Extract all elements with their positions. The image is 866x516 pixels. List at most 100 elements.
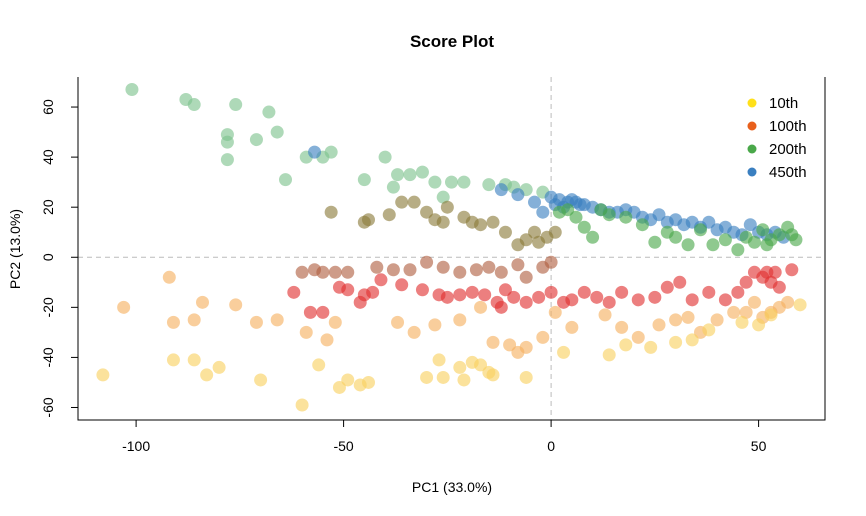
data-point bbox=[507, 290, 521, 304]
data-point bbox=[739, 305, 753, 319]
data-point bbox=[420, 370, 434, 384]
data-point bbox=[519, 270, 533, 284]
data-point bbox=[457, 175, 471, 189]
data-point bbox=[747, 295, 761, 309]
data-point bbox=[341, 265, 355, 279]
data-point bbox=[249, 315, 263, 329]
data-point bbox=[519, 370, 533, 384]
data-point bbox=[299, 325, 313, 339]
x-tick-label: 50 bbox=[751, 438, 767, 454]
data-point bbox=[602, 208, 616, 222]
data-point bbox=[685, 293, 699, 307]
data-point bbox=[366, 285, 380, 299]
data-point bbox=[764, 308, 778, 322]
data-point bbox=[743, 218, 757, 232]
data-point bbox=[403, 263, 417, 277]
y-tick-label: 40 bbox=[40, 149, 56, 165]
data-point bbox=[407, 325, 421, 339]
data-point bbox=[212, 360, 226, 374]
data-point bbox=[162, 270, 176, 284]
legend-label: 450th bbox=[769, 164, 807, 181]
data-point bbox=[494, 300, 508, 314]
data-point bbox=[420, 255, 434, 269]
data-point bbox=[328, 315, 342, 329]
data-point bbox=[498, 283, 512, 297]
data-point bbox=[328, 265, 342, 279]
data-point bbox=[308, 145, 322, 159]
data-point bbox=[718, 233, 732, 247]
legend-marker bbox=[747, 144, 757, 154]
data-point bbox=[768, 265, 782, 279]
data-point bbox=[362, 213, 375, 227]
reference-lines bbox=[78, 77, 825, 420]
data-point bbox=[229, 298, 243, 312]
data-point bbox=[548, 305, 562, 319]
data-point bbox=[598, 308, 612, 322]
data-point bbox=[669, 335, 683, 349]
data-point bbox=[453, 360, 467, 374]
data-points bbox=[96, 83, 807, 412]
data-point bbox=[440, 290, 454, 304]
y-tick-label: -20 bbox=[40, 297, 56, 317]
data-point bbox=[362, 375, 375, 389]
data-point bbox=[710, 313, 724, 327]
data-point bbox=[528, 195, 541, 209]
data-point bbox=[386, 263, 400, 277]
data-point bbox=[685, 333, 699, 347]
legend-label: 200th bbox=[769, 141, 807, 158]
data-point bbox=[785, 263, 799, 277]
x-axis-label: PC1 (33.0%) bbox=[412, 479, 492, 495]
data-point bbox=[718, 293, 732, 307]
data-point bbox=[747, 235, 761, 249]
data-point bbox=[652, 318, 666, 332]
data-point bbox=[316, 305, 330, 319]
data-point bbox=[739, 275, 753, 289]
legend-label: 10th bbox=[769, 95, 798, 112]
data-point bbox=[635, 218, 649, 232]
data-point bbox=[332, 380, 346, 394]
data-point bbox=[357, 173, 371, 187]
plot-frame bbox=[77, 77, 826, 421]
data-point bbox=[731, 285, 745, 299]
data-point bbox=[772, 228, 786, 242]
data-point bbox=[536, 330, 550, 344]
data-point bbox=[474, 218, 488, 232]
data-point bbox=[789, 233, 803, 247]
x-tick-label: 0 bbox=[547, 438, 555, 454]
axes: -100 -50 0 50 -60 -40 -20 0 20 40 60 bbox=[40, 77, 826, 454]
y-tick-label: -40 bbox=[40, 347, 56, 367]
data-point bbox=[644, 340, 658, 354]
data-point bbox=[382, 208, 396, 222]
data-point bbox=[457, 373, 471, 387]
data-point bbox=[482, 260, 496, 274]
legend-marker bbox=[747, 167, 757, 177]
data-point bbox=[117, 300, 131, 314]
data-point bbox=[569, 210, 583, 224]
data-point bbox=[220, 135, 234, 149]
data-point bbox=[565, 293, 579, 307]
data-point bbox=[220, 153, 234, 167]
data-point bbox=[395, 195, 409, 209]
data-point bbox=[494, 265, 508, 279]
data-point bbox=[511, 258, 525, 272]
data-point bbox=[303, 305, 317, 319]
data-point bbox=[631, 330, 645, 344]
data-point bbox=[586, 230, 600, 244]
data-point bbox=[486, 335, 500, 349]
legend-marker bbox=[747, 121, 757, 131]
data-point bbox=[254, 373, 268, 387]
data-point bbox=[428, 175, 442, 189]
data-point bbox=[166, 315, 180, 329]
data-point bbox=[262, 105, 276, 119]
data-point bbox=[270, 313, 284, 327]
data-point bbox=[619, 338, 633, 352]
data-point bbox=[681, 310, 695, 324]
data-point bbox=[420, 205, 434, 219]
data-point bbox=[706, 238, 720, 252]
data-point bbox=[200, 368, 214, 382]
data-point bbox=[681, 238, 695, 252]
legend-marker bbox=[747, 98, 757, 108]
data-point bbox=[565, 320, 579, 334]
data-point bbox=[731, 243, 745, 257]
data-point bbox=[793, 298, 807, 312]
